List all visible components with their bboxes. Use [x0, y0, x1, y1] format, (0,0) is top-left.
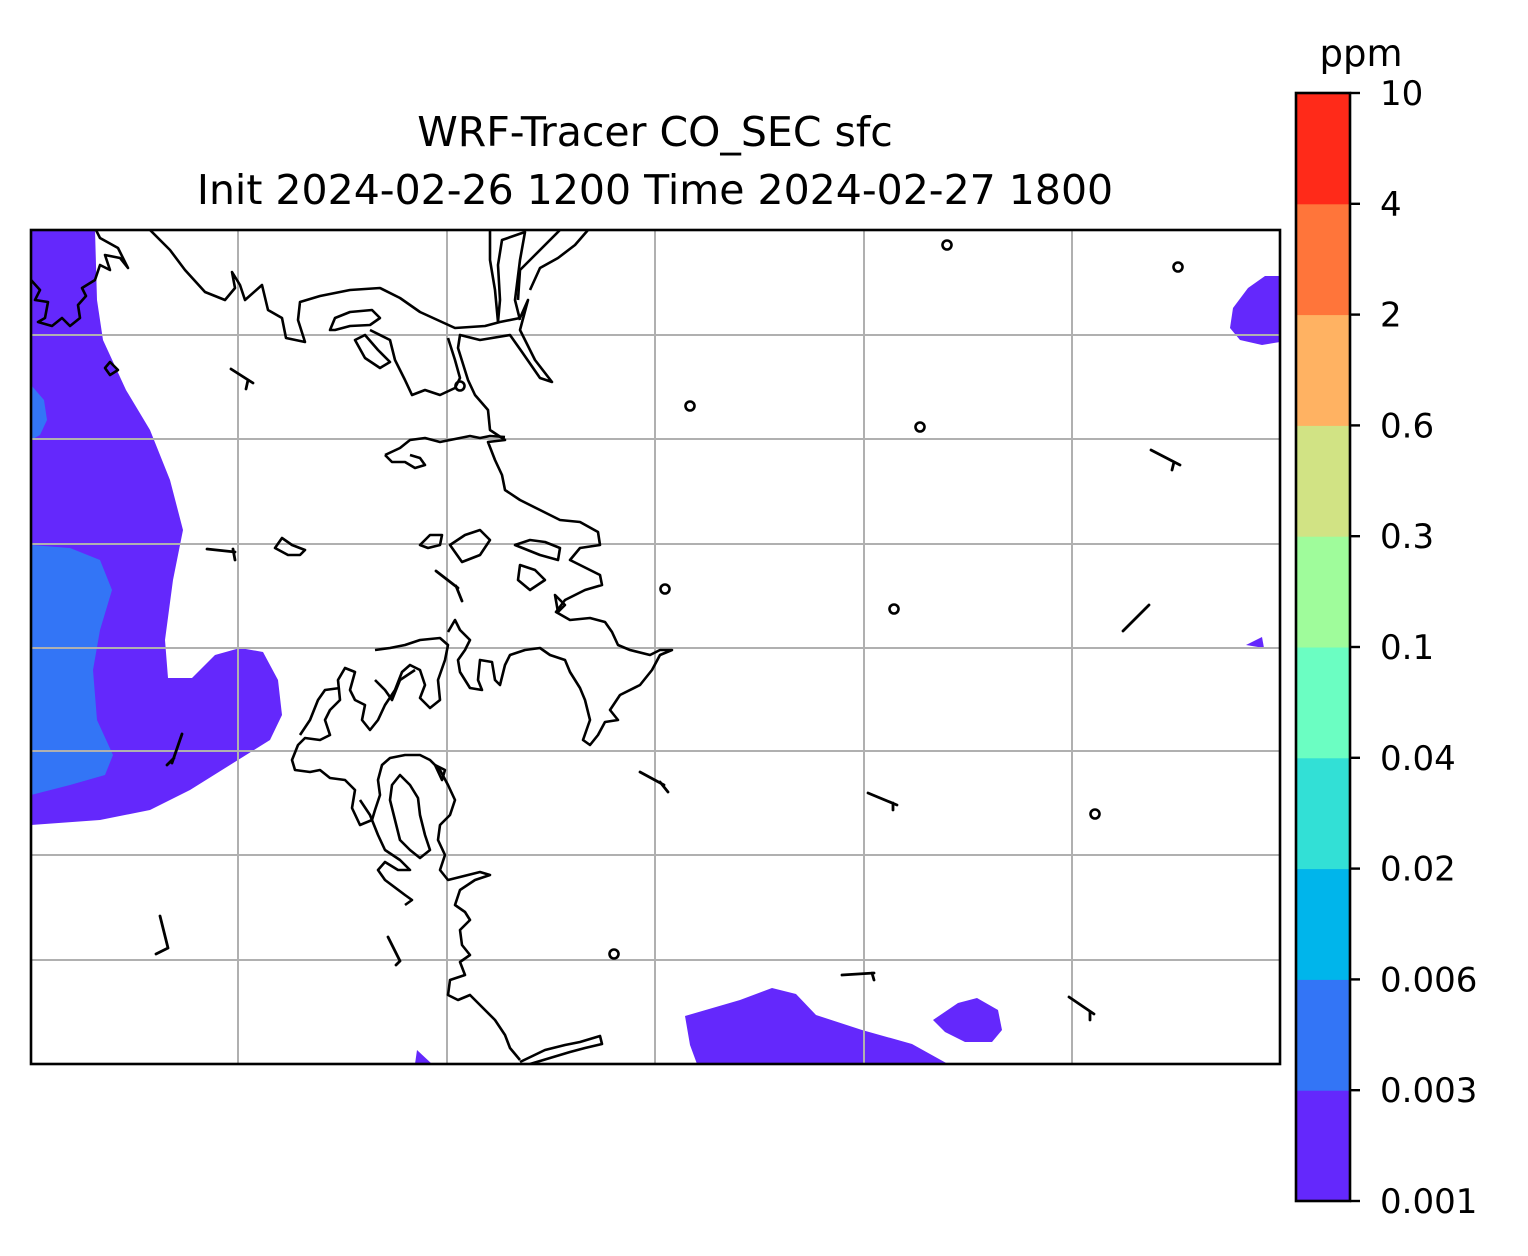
colorbar-band [1296, 979, 1350, 1091]
calm-wind-markers [454, 239, 1184, 960]
colorbar-tick-label: 0.3 [1380, 517, 1434, 557]
chart-title-line-2: Init 2024-02-26 1200 Time 2024-02-27 180… [196, 166, 1114, 214]
colorbar-tick-label: 0.006 [1380, 960, 1477, 1000]
colorbar-tick-label: 4 [1380, 185, 1402, 225]
wind-barb [1067, 995, 1096, 1022]
colorbar-band [1296, 93, 1350, 205]
wind-barb [1121, 603, 1151, 633]
calm-marker [1172, 261, 1184, 273]
calm-marker [659, 583, 671, 595]
colorbar-band [1296, 757, 1350, 870]
colorbar-unit-label: ppm [1319, 32, 1402, 75]
colorbar-band [1296, 1090, 1350, 1202]
colorbar-bands [1296, 93, 1350, 1202]
calm-marker [608, 948, 620, 960]
contour-east-sliver [1246, 637, 1264, 648]
contour-south-sliver [415, 1050, 432, 1064]
coastlines [31, 230, 674, 1064]
calm-marker [914, 421, 926, 433]
wind-barb [205, 547, 237, 562]
calm-marker [684, 400, 696, 412]
colorbar-band [1296, 314, 1350, 426]
wind-barb [866, 791, 899, 812]
wind-barb [229, 367, 255, 391]
contour-west-0.003 [31, 545, 113, 795]
contour-fill [31, 230, 1280, 1064]
colorbar-tick-label: 0.1 [1380, 628, 1434, 668]
calm-marker [888, 603, 900, 615]
wind-barb [154, 914, 170, 956]
colorbar-tick-label: 0.003 [1380, 1071, 1477, 1111]
wind-barb [840, 971, 876, 982]
calm-marker [1089, 808, 1101, 820]
colorbar-band [1296, 536, 1350, 648]
wind-barb [1149, 448, 1182, 472]
colorbar-band [1296, 425, 1350, 537]
colorbar-band [1296, 203, 1350, 316]
wind-barb [638, 770, 670, 794]
wind-barb [386, 935, 402, 967]
contour-south-blob [933, 998, 1002, 1042]
wind-barb [165, 732, 184, 767]
calm-marker [941, 239, 953, 251]
colorbar-ticks: 0.001 0.003 0.006 0.02 0.04 0.1 0.3 0.6 2 4 10 [1350, 74, 1477, 1222]
contour-west-0.001 [31, 230, 282, 825]
colorbar-band [1296, 868, 1350, 980]
colorbar-tick-label: 0.001 [1380, 1182, 1477, 1222]
colorbar-tick-label: 10 [1380, 74, 1423, 114]
gridlines [31, 230, 1280, 1064]
wind-barb [434, 569, 464, 603]
contour-west-0.006 [31, 385, 47, 440]
contour-south-0.001 [685, 988, 948, 1064]
colorbar-band [1296, 647, 1350, 759]
calm-marker [454, 380, 466, 392]
map-frame [29, 228, 1282, 1066]
colorbar-tick-label: 0.04 [1380, 739, 1456, 779]
colorbar-tick-label: 0.6 [1380, 406, 1434, 446]
chart-title-line-1: WRF-Tracer CO_SEC sfc [417, 108, 893, 156]
wind-barbs [154, 367, 1182, 1022]
colorbar-tick-label: 2 [1380, 296, 1402, 336]
colorbar-tick-label: 0.02 [1380, 850, 1456, 890]
contour-northeast [1230, 276, 1280, 345]
